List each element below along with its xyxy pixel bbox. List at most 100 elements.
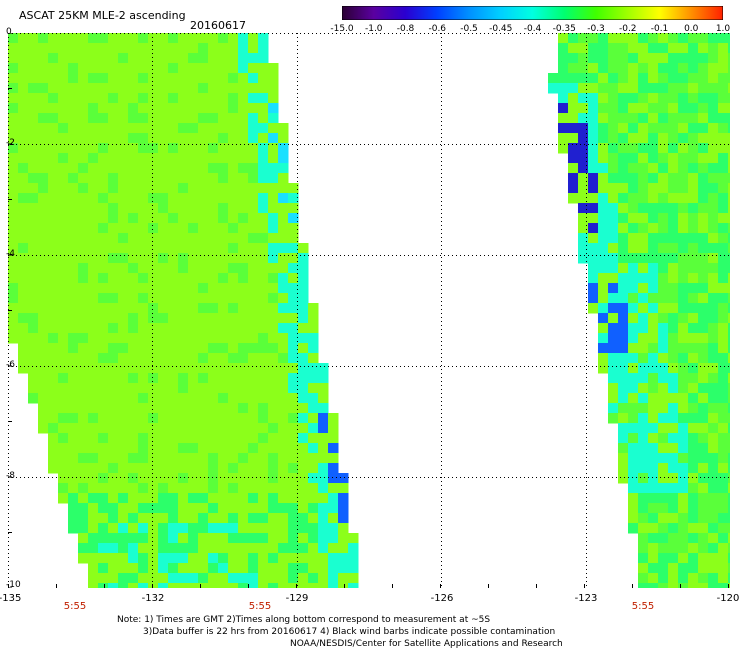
swath-cell <box>708 453 719 464</box>
swath-cell <box>298 453 309 464</box>
swath-cell <box>678 383 689 394</box>
swath-cell <box>148 53 159 64</box>
swath-cell <box>148 143 159 154</box>
swath-cell <box>78 403 89 414</box>
swath-cell <box>268 343 279 354</box>
swath-cell <box>298 543 309 554</box>
swath-cell <box>138 283 149 294</box>
swath-cell <box>188 433 199 444</box>
swath-cell <box>658 403 669 414</box>
swath-cell <box>718 153 729 164</box>
swath-cell <box>698 423 709 434</box>
swath-cell <box>28 163 39 174</box>
swath-cell <box>728 383 730 394</box>
swath-cell <box>598 163 609 174</box>
swath-cell <box>668 43 679 54</box>
swath-cell <box>8 113 19 124</box>
longitude-label: -126 <box>430 593 454 604</box>
swath-cell <box>678 443 689 454</box>
swath-cell <box>668 183 679 194</box>
swath-cell <box>648 503 659 514</box>
swath-cell <box>138 423 149 434</box>
swath-cell <box>218 523 229 534</box>
swath-cell <box>678 353 689 364</box>
swath-cell <box>18 183 29 194</box>
swath-cell <box>158 263 169 274</box>
swath-cell <box>78 153 89 164</box>
swath-cell <box>608 193 619 204</box>
swath-cell <box>158 93 169 104</box>
swath-cell <box>558 133 569 144</box>
swath-cell <box>178 153 189 164</box>
swath-cell <box>718 243 729 254</box>
swath-cell <box>578 113 589 124</box>
swath-cell <box>698 413 709 424</box>
swath-cell <box>218 53 229 64</box>
swath-cell <box>48 83 59 94</box>
swath-cell <box>88 553 99 564</box>
swath-cell <box>48 273 59 284</box>
swath-cell <box>238 33 249 44</box>
swath-cell <box>28 63 39 74</box>
swath-cell <box>118 153 129 164</box>
swath-cell <box>658 113 669 124</box>
swath-cell <box>238 333 249 344</box>
swath-cell <box>698 183 709 194</box>
swath-cell <box>118 513 129 524</box>
swath-cell <box>728 253 730 264</box>
swath-cell <box>198 373 209 384</box>
swath-cell <box>348 573 359 584</box>
swath-cell <box>18 103 29 114</box>
swath-cell <box>198 573 209 584</box>
swath-cell <box>218 273 229 284</box>
swath-cell <box>248 203 259 214</box>
swath-cell <box>708 343 719 354</box>
swath-cell <box>728 113 730 124</box>
swath-cell <box>238 73 249 84</box>
swath-cell <box>298 323 309 334</box>
swath-cell <box>308 393 319 404</box>
swath-cell <box>68 233 79 244</box>
swath-cell <box>58 223 69 234</box>
swath-cell <box>718 113 729 124</box>
swath-cell <box>668 363 679 374</box>
swath-cell <box>648 473 659 484</box>
swath-cell <box>228 53 239 64</box>
swath-cell <box>248 513 259 524</box>
swath-cell <box>618 353 629 364</box>
swath-cell <box>118 343 129 354</box>
swath-cell <box>208 93 219 104</box>
swath-cell <box>598 253 609 264</box>
swath-cell <box>228 363 239 374</box>
swath-cell <box>68 193 79 204</box>
swath-cell <box>628 493 639 504</box>
swath-cell <box>98 423 109 434</box>
swath-cell <box>68 443 79 454</box>
swath-cell <box>248 423 259 434</box>
swath-cell <box>28 333 39 344</box>
swath-cell <box>88 293 99 304</box>
swath-cell <box>18 73 29 84</box>
swath-cell <box>198 463 209 474</box>
swath-cell <box>728 123 730 134</box>
swath-cell <box>68 43 79 54</box>
swath-cell <box>108 103 119 114</box>
swath-cell <box>258 523 269 534</box>
swath-cell <box>178 223 189 234</box>
swath-cell <box>588 223 599 234</box>
swath-cell <box>8 223 19 234</box>
swath-cell <box>718 463 729 474</box>
swath-cell <box>28 343 39 354</box>
map-ticks <box>8 33 729 588</box>
swath-cell <box>178 353 189 364</box>
swath-cell <box>228 313 239 324</box>
swath-cell <box>648 443 659 454</box>
swath-cell <box>668 513 679 524</box>
swath-cell <box>18 203 29 214</box>
swath-cell <box>228 103 239 114</box>
swath-cell <box>158 433 169 444</box>
swath-cell <box>278 183 289 194</box>
swath-cell <box>48 423 59 434</box>
swath-cell <box>138 353 149 364</box>
swath-cell <box>628 283 639 294</box>
